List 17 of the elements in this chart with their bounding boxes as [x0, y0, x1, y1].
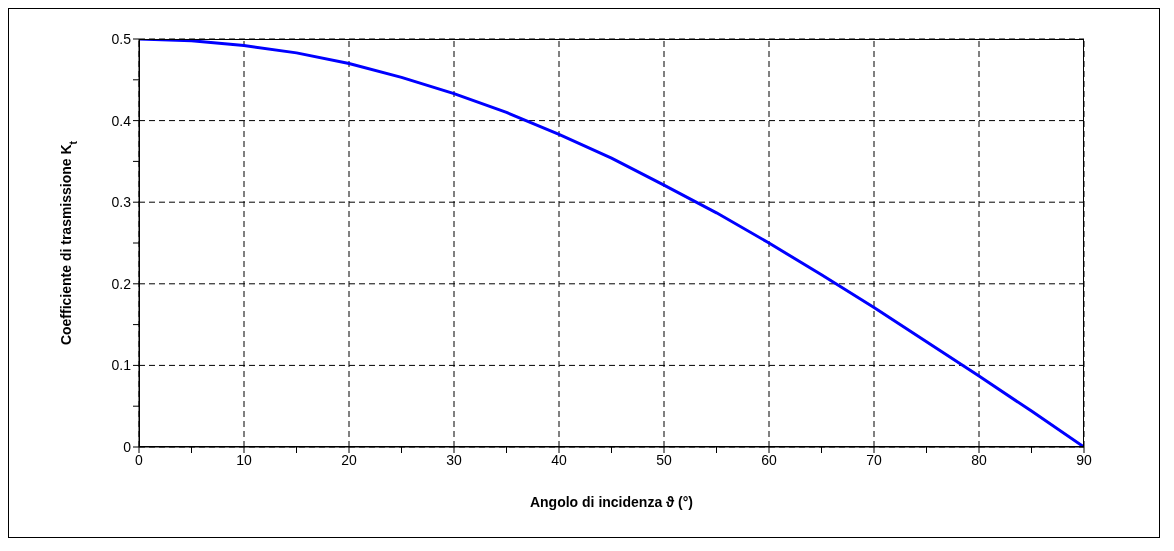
y-tick-label: 0.3 — [111, 194, 132, 211]
x-tick-label: 80 — [971, 451, 987, 468]
x-tick-label: 20 — [341, 451, 357, 468]
x-tick-label: 0 — [135, 451, 144, 468]
x-tick-label: 30 — [446, 451, 462, 468]
y-tick-label: 0.4 — [111, 112, 132, 129]
y-tick-label: 0 — [123, 438, 132, 455]
x-tick-label: 60 — [761, 451, 777, 468]
x-tick-label: 70 — [866, 451, 882, 468]
x-tick-label: 50 — [656, 451, 672, 468]
y-tick-label: 0.1 — [111, 357, 132, 374]
x-tick-label: 10 — [236, 451, 252, 468]
y-tick-label: 0.5 — [111, 30, 132, 47]
x-tick-label: 90 — [1076, 451, 1092, 468]
y-tick-label: 0.2 — [111, 275, 132, 292]
x-tick-label: 40 — [551, 451, 567, 468]
x-axis-title: Angolo di incidenza ϑ (°) — [529, 494, 694, 510]
